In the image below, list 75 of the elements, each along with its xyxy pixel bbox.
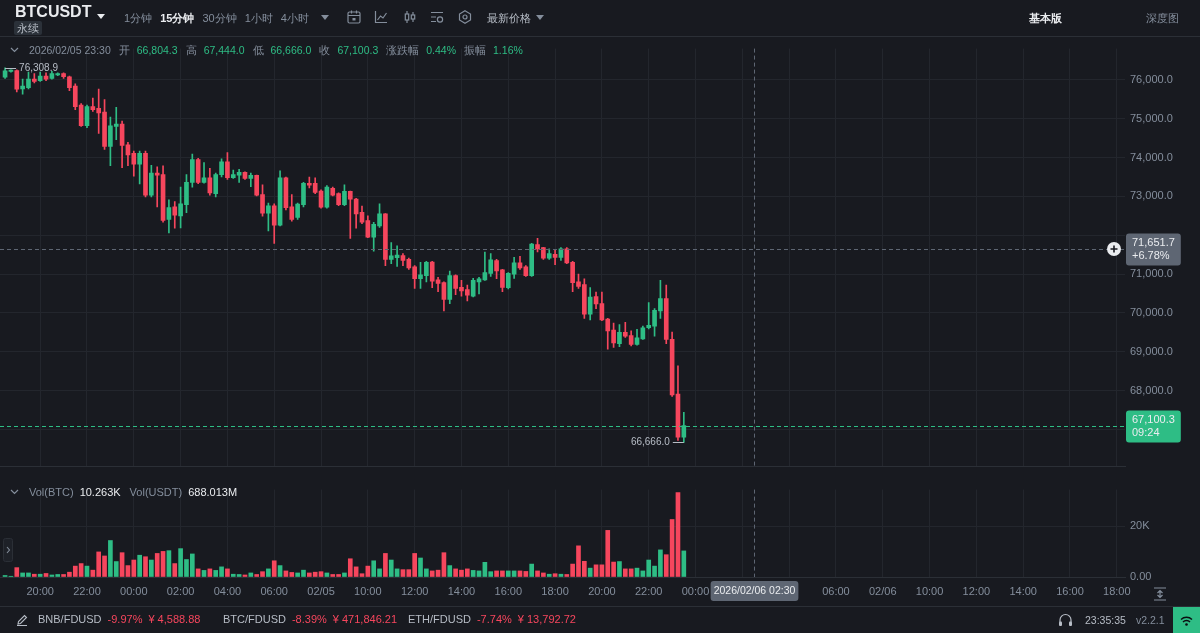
text: ¥ 4,588.88 [148, 613, 201, 626]
annotation: 高 [185, 44, 197, 57]
annotation: 振幅 [464, 44, 487, 57]
x-tick-label: 02/05 [307, 584, 335, 597]
x-tick-label: 10:00 [915, 584, 944, 597]
text: -8.39% [291, 613, 327, 626]
x-tick-label: 20:00 [26, 584, 54, 597]
y-tick-label: 71,000.0 [1130, 267, 1173, 280]
annotation: 66,666.0 [270, 44, 312, 57]
x-tick-label: 20:00 [588, 584, 616, 597]
x-tick-label: 18:00 [541, 584, 569, 597]
text: BNB/FDUSD [38, 613, 102, 626]
y-tick-label: 73,000.0 [1130, 189, 1173, 202]
annotation: 涨跌幅 [386, 44, 420, 57]
annotation: Vol(USDT) [129, 486, 183, 499]
annotation: 688.013M [188, 486, 238, 499]
y-tick-label: 69,000.0 [1130, 344, 1173, 357]
y-tick-label: 76,000.0 [1130, 72, 1173, 85]
text: BTCUSDT [15, 2, 92, 21]
x-tick-label: 22:00 [73, 584, 101, 597]
x-tick-label: 12:00 [400, 584, 429, 597]
x-tick-label: 02:00 [166, 584, 195, 597]
text: 30分钟 [202, 11, 237, 25]
ref-line-label: 2026/02/06 02:30 [713, 583, 796, 596]
annotation: 2026/02/05 23:30 [29, 44, 111, 57]
text: 永续 [14, 21, 42, 35]
x-tick-label: 14:00 [447, 584, 476, 597]
text: 最新价格 [487, 11, 531, 25]
annotation: 66,804.3 [136, 44, 178, 57]
text: -7.74% [476, 613, 512, 626]
annotation: 10.263K [79, 486, 121, 499]
text: v2.2.1 [1136, 614, 1165, 627]
x-tick-label: 12:00 [962, 584, 991, 597]
x-tick-label: 16:00 [1056, 584, 1084, 597]
text: 基本版 [1029, 11, 1062, 25]
annotation: 0.44% [426, 44, 457, 57]
text: 23:35:35 [1085, 614, 1126, 627]
y-tick-label: 74,000.0 [1130, 150, 1173, 163]
x-tick-label: 00:00 [681, 584, 710, 597]
text: ETH/FDUSD [408, 613, 471, 626]
annotation: 低 [252, 44, 264, 57]
annotation: 1.16% [493, 44, 523, 57]
text: -9.97% [107, 613, 143, 626]
x-tick-label: 14:00 [1009, 584, 1037, 597]
annotation: 开 [118, 44, 130, 57]
text: 1小时 [244, 11, 273, 25]
x-tick-label: 02/06 [868, 584, 897, 597]
x-tick-label: 06:00 [260, 584, 288, 597]
y-tick-label: 70,000.0 [1130, 305, 1173, 318]
y-tick-label: 0.00 [1130, 570, 1152, 583]
x-tick-label: 16:00 [494, 584, 523, 597]
text: ¥ 13,792.72 [517, 613, 576, 626]
annotation: 76,308.9 [19, 62, 59, 74]
x-tick-label: 10:00 [354, 584, 382, 597]
annotation: Vol(BTC) [29, 486, 74, 499]
x-tick-label: 22:00 [634, 584, 663, 597]
text: BTC/FDUSD [223, 613, 286, 626]
annotation: 67,100.3 [337, 44, 379, 57]
text: 15分钟 [160, 11, 195, 25]
x-tick-label: 04:00 [213, 584, 242, 597]
text: ¥ 471,846.21 [332, 613, 398, 626]
x-tick-label: 06:00 [822, 584, 850, 597]
text: 4小时 [280, 11, 309, 25]
annotation: 67,444.0 [203, 44, 245, 57]
ref-line-label: 67,100.3 09:24 [1132, 413, 1175, 439]
x-tick-label: 18:00 [1103, 584, 1131, 597]
y-tick-label: 20K [1130, 519, 1151, 532]
ref-line-label: 71,651.7 +6.78% [1132, 236, 1175, 262]
text: 深度图 [1146, 11, 1179, 25]
annotation: 66,666.0 [630, 436, 671, 448]
y-tick-label: 75,000.0 [1130, 111, 1173, 124]
x-tick-label: 00:00 [120, 584, 148, 597]
annotation: 收 [319, 44, 331, 57]
text: 1分钟 [124, 11, 153, 25]
y-tick-label: 68,000.0 [1130, 383, 1173, 396]
